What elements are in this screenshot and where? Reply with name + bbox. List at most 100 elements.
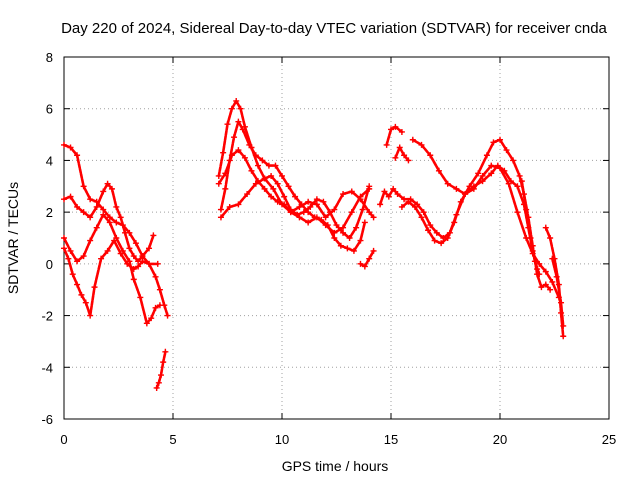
data-point xyxy=(560,333,567,340)
data-point xyxy=(381,188,388,195)
data-point xyxy=(531,258,538,265)
data-point xyxy=(307,203,314,210)
data-point xyxy=(353,224,360,231)
data-point xyxy=(388,126,394,133)
data-point xyxy=(348,188,355,195)
data-point xyxy=(409,136,416,143)
data-point xyxy=(61,141,67,148)
data-point xyxy=(505,180,512,187)
data-point xyxy=(154,260,161,267)
data-point xyxy=(74,258,81,265)
data-point xyxy=(527,235,534,241)
data-point xyxy=(155,379,162,386)
data-point xyxy=(331,235,338,241)
data-point xyxy=(516,172,523,179)
data-point xyxy=(340,229,347,236)
data-point xyxy=(462,191,469,198)
data-point xyxy=(470,185,477,192)
data-point xyxy=(305,219,312,226)
data-series-9 xyxy=(219,177,371,235)
data-point xyxy=(98,255,105,262)
data-point xyxy=(536,260,543,267)
data-point xyxy=(359,206,366,213)
data-point xyxy=(261,175,268,182)
data-point xyxy=(156,302,163,309)
data-point xyxy=(252,152,259,159)
data-point xyxy=(392,123,399,130)
data-point xyxy=(61,235,67,241)
data-point xyxy=(265,162,272,169)
data-point xyxy=(497,136,503,143)
y-tick-label: -6 xyxy=(41,412,53,427)
data-point xyxy=(117,214,124,221)
data-point xyxy=(272,162,279,169)
y-axis-label: SDTVAR / TECUs xyxy=(5,182,21,294)
data-point xyxy=(444,180,451,187)
data-point xyxy=(398,128,405,135)
data-point xyxy=(233,97,240,104)
data-point xyxy=(152,273,159,280)
data-point xyxy=(130,266,137,273)
data-point xyxy=(497,165,503,172)
data-point xyxy=(217,214,224,221)
data-point xyxy=(146,260,153,267)
data-point xyxy=(235,118,242,125)
data-point xyxy=(483,152,490,159)
data-point xyxy=(433,229,440,236)
data-point xyxy=(137,294,144,301)
data-point xyxy=(80,209,87,216)
data-series-14 xyxy=(385,125,404,147)
data-point xyxy=(435,167,442,174)
data-point xyxy=(538,284,545,291)
data-point xyxy=(117,250,124,257)
data-point xyxy=(143,320,150,327)
data-point xyxy=(536,271,543,278)
data-point xyxy=(322,214,329,221)
data-point xyxy=(348,209,355,216)
data-point xyxy=(370,214,377,221)
data-point xyxy=(91,284,98,291)
data-point xyxy=(139,253,146,260)
x-tick-label: 10 xyxy=(275,432,289,447)
data-point xyxy=(261,185,268,192)
data-point xyxy=(366,209,373,216)
data-point xyxy=(67,193,74,200)
data-point xyxy=(226,203,233,210)
data-series-18 xyxy=(550,257,565,328)
data-point xyxy=(139,258,146,265)
data-series-2 xyxy=(62,182,155,263)
data-point xyxy=(361,219,368,226)
data-point xyxy=(390,185,397,192)
data-point xyxy=(357,237,364,244)
data-point xyxy=(405,198,412,205)
data-series-10 xyxy=(359,249,375,268)
y-tick-label: 0 xyxy=(46,257,53,272)
data-point xyxy=(444,235,451,241)
data-point xyxy=(340,224,347,231)
data-point xyxy=(547,235,554,241)
data-point xyxy=(231,134,238,141)
data-point xyxy=(67,247,74,254)
data-point xyxy=(523,206,530,213)
data-point xyxy=(93,224,100,231)
data-point xyxy=(542,224,549,231)
data-point xyxy=(366,255,373,262)
data-point xyxy=(401,196,408,203)
data-point xyxy=(549,278,556,285)
data-point xyxy=(124,260,131,267)
data-point xyxy=(100,211,107,218)
data-point xyxy=(514,209,521,216)
data-point xyxy=(518,178,525,185)
data-point xyxy=(411,203,418,210)
data-point xyxy=(65,255,72,262)
data-point xyxy=(553,273,560,280)
data-point xyxy=(246,141,253,148)
data-point xyxy=(401,152,408,159)
data-point xyxy=(113,219,120,226)
grid-layer xyxy=(64,57,609,419)
data-point xyxy=(241,154,248,161)
data-point xyxy=(106,219,113,226)
tick-layer: 0 5 10 15 20 25 -6 -4 -2 0 2 4 6 8 xyxy=(41,50,616,447)
data-point xyxy=(305,209,312,216)
data-point xyxy=(259,157,266,164)
